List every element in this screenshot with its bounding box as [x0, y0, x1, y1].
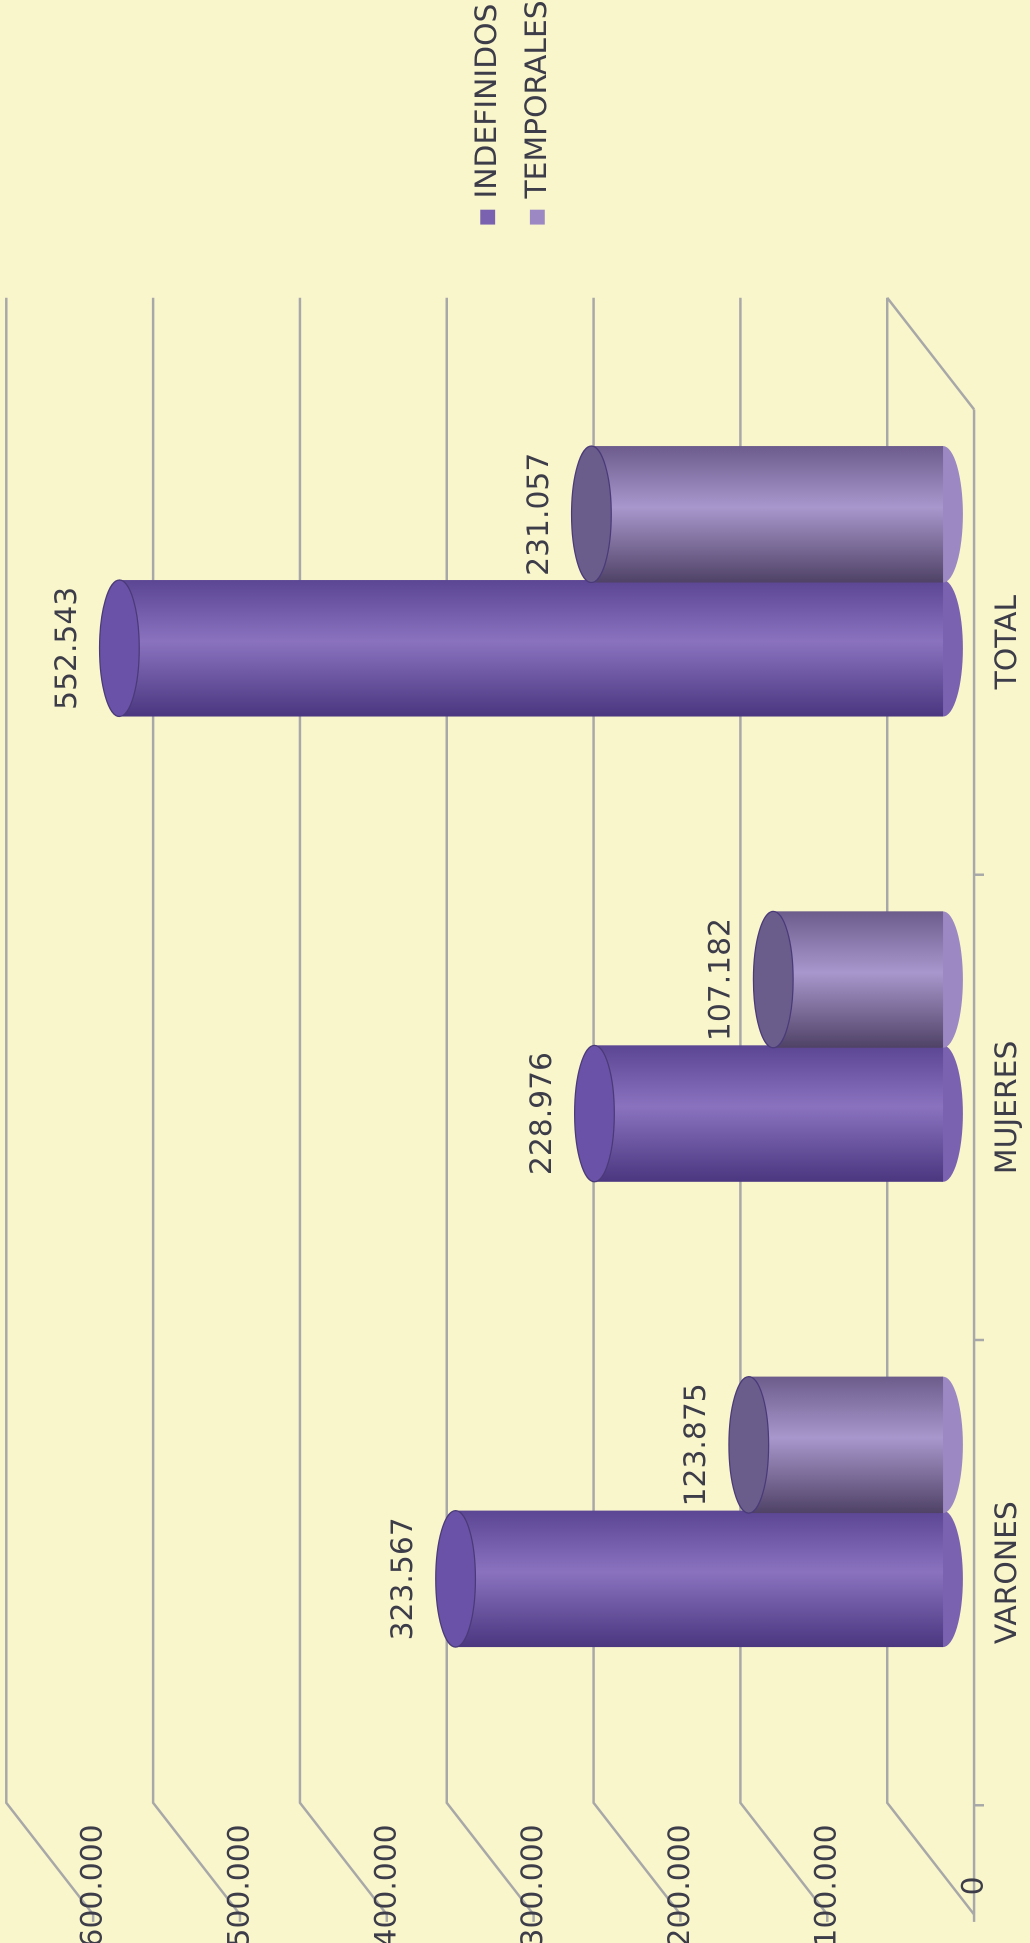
- value-label: 552.543: [49, 587, 84, 710]
- y-tick-label: 300.000: [515, 1824, 550, 1943]
- bar-cap: [435, 1509, 477, 1648]
- value-label: 107.182: [703, 918, 738, 1041]
- y-tick-label: 100.000: [809, 1824, 844, 1943]
- bar: [594, 1045, 944, 1182]
- legend-swatch: [480, 209, 496, 225]
- value-label: 323.567: [385, 1517, 420, 1640]
- bar: [773, 911, 944, 1048]
- grid-line: [592, 297, 682, 1916]
- value-label: 123.875: [678, 1383, 713, 1506]
- floor-edge: [886, 297, 976, 411]
- bar: [455, 1510, 944, 1648]
- bar: [119, 580, 944, 717]
- bar: [591, 446, 944, 583]
- grid-line: [885, 297, 976, 1916]
- grid-line: [151, 297, 241, 1916]
- value-label: 231.057: [521, 453, 556, 576]
- y-tick-label: 600.000: [75, 1824, 110, 1943]
- bar-cap: [570, 445, 612, 584]
- y-tick-label: 500.000: [221, 1824, 256, 1943]
- bar-cap: [573, 1044, 615, 1183]
- bar: [748, 1376, 944, 1514]
- y-tick-label: 400.000: [368, 1824, 403, 1943]
- x-tick-label: TOTAL: [989, 594, 1024, 690]
- legend-label: INDEFINIDOS: [469, 4, 504, 199]
- y-tick-label: 0: [956, 1876, 991, 1895]
- bar-cap: [98, 579, 140, 718]
- legend-label: TEMPORALES: [519, 0, 554, 199]
- x-tick-label: MUJERES: [989, 1041, 1024, 1174]
- grid-line: [298, 297, 388, 1916]
- bar-cap: [752, 910, 794, 1049]
- grid-line: [5, 297, 95, 1916]
- x-tick-label: VARONES: [989, 1501, 1024, 1644]
- grid-line: [445, 297, 535, 1916]
- bar-cap: [728, 1375, 770, 1514]
- y-tick-label: 200.000: [662, 1824, 697, 1943]
- legend-swatch: [529, 209, 545, 225]
- value-label: 228.976: [524, 1052, 559, 1175]
- grid-line: [739, 297, 829, 1916]
